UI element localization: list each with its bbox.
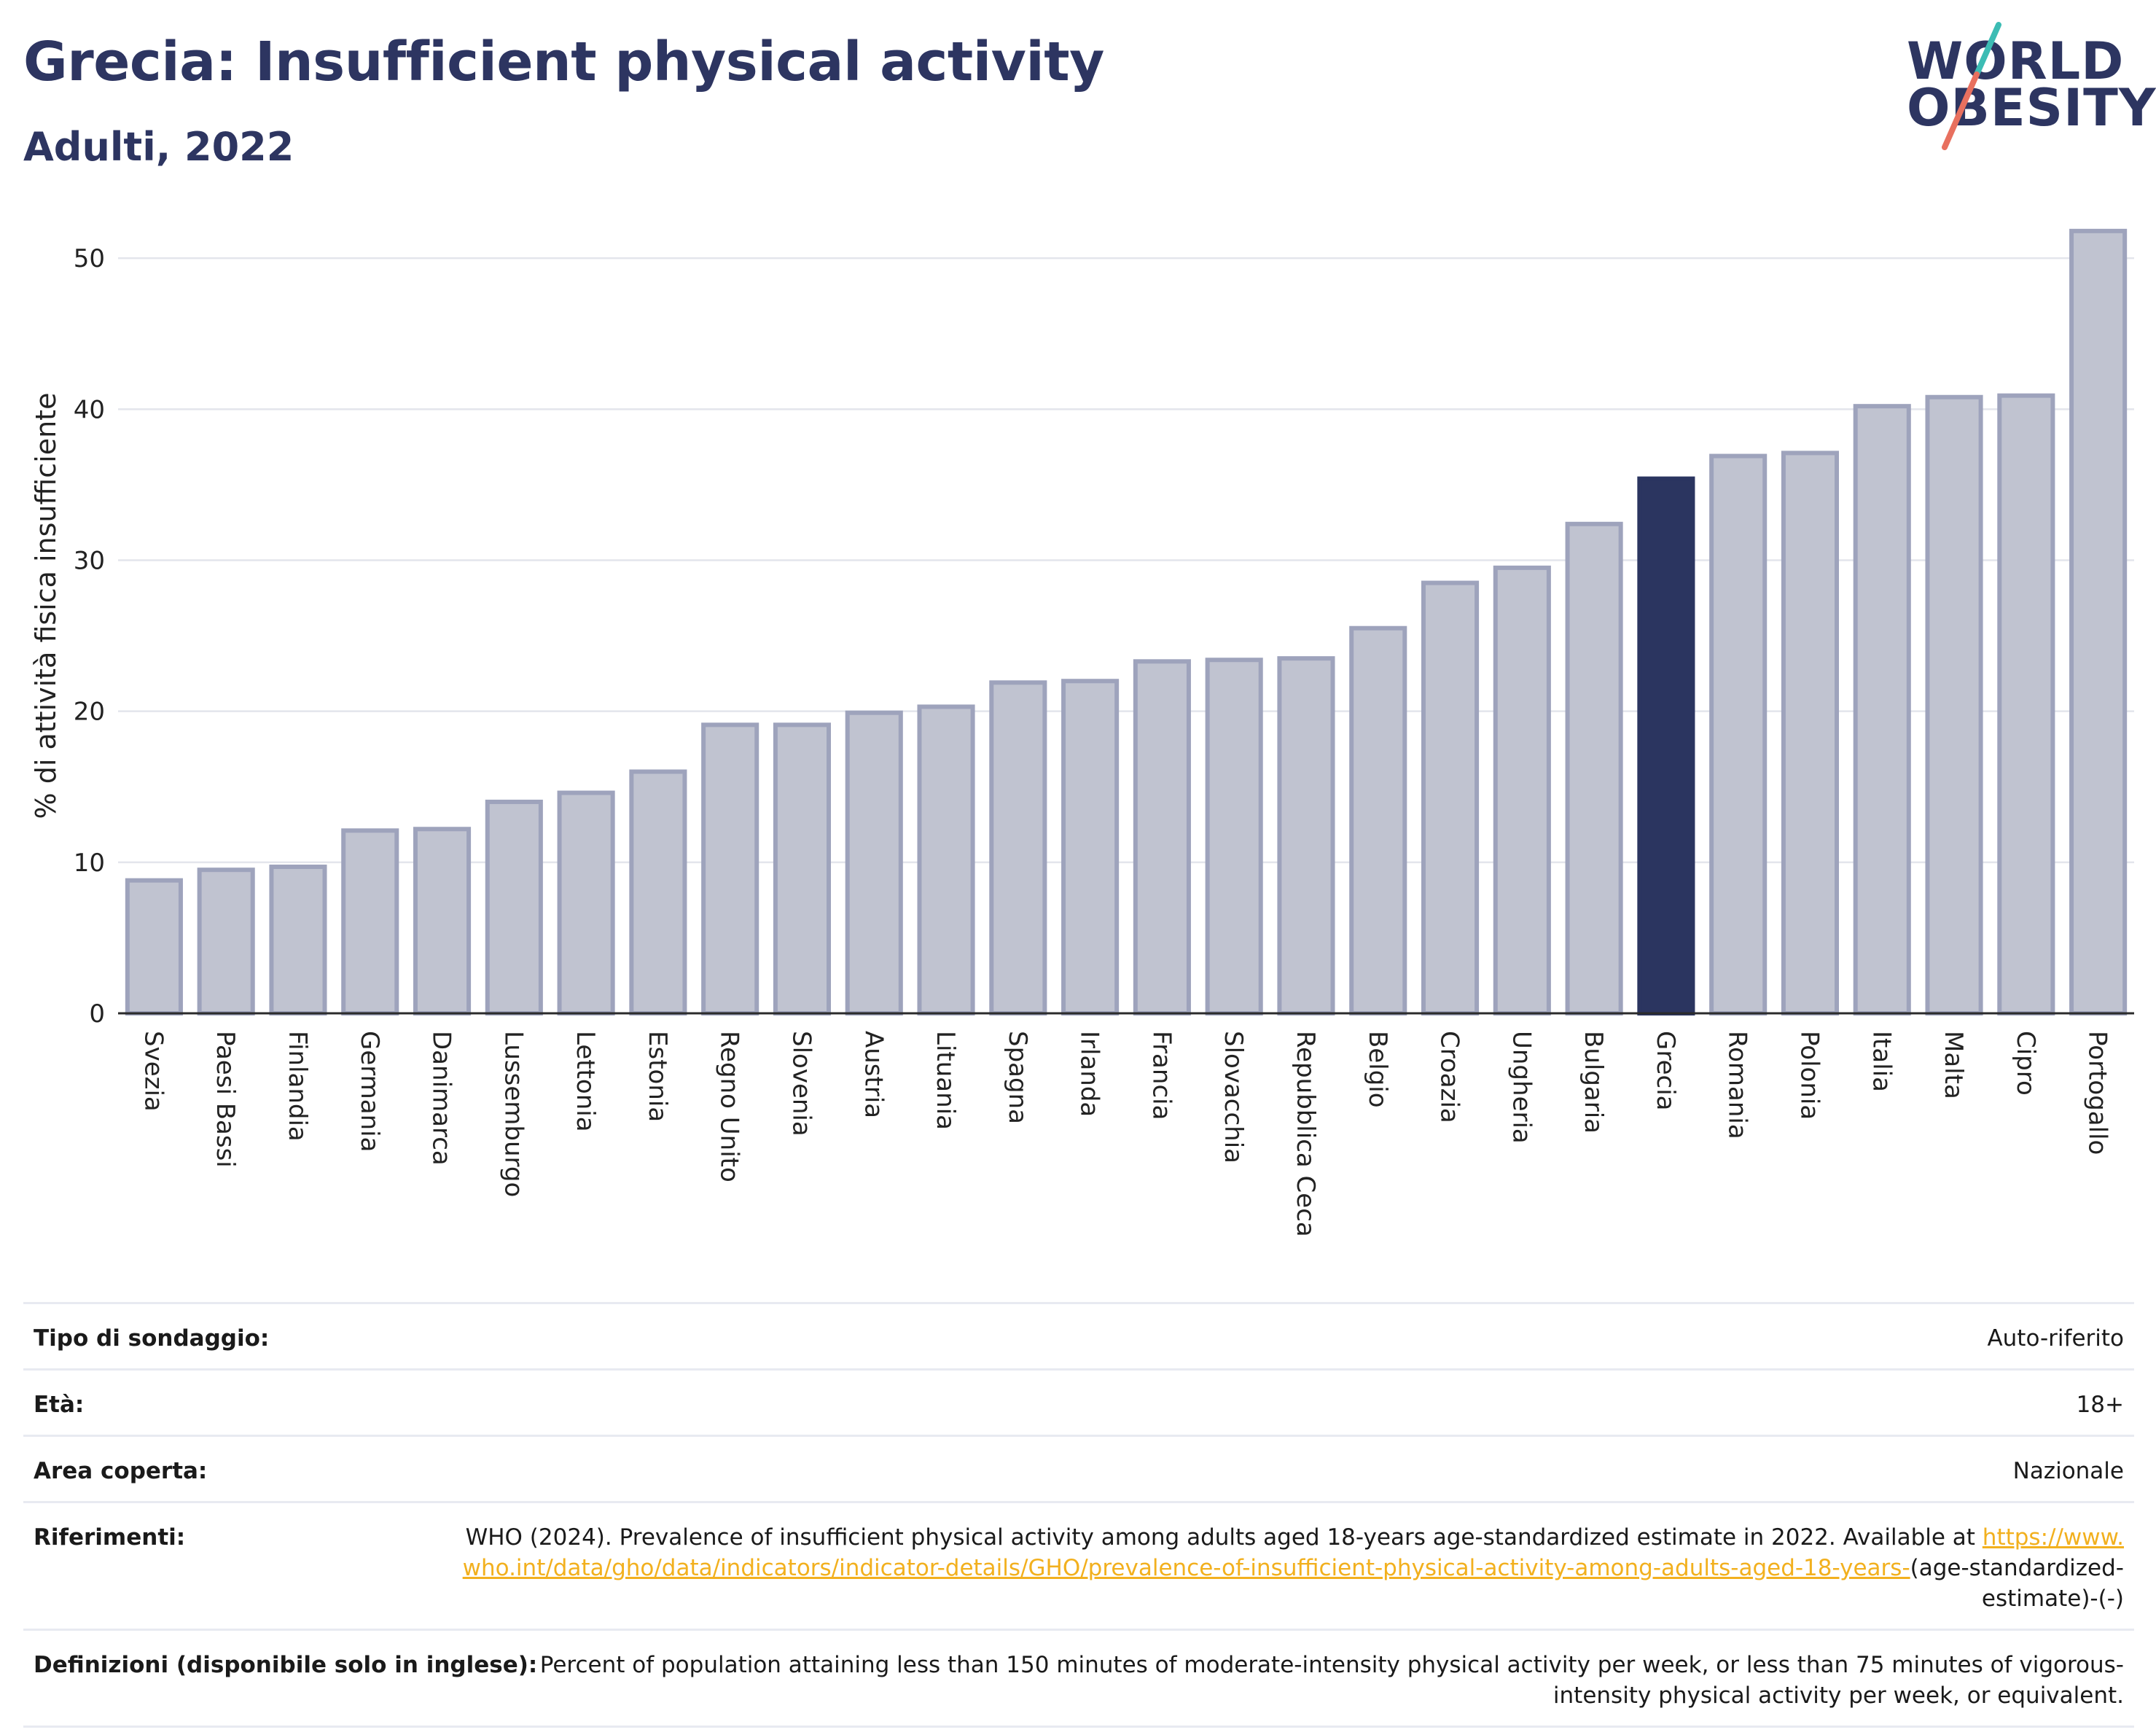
x-tick-label: Cipro bbox=[2011, 1031, 2040, 1096]
bar-croazia bbox=[1421, 580, 1480, 1015]
bar-finlandia bbox=[269, 865, 327, 1015]
survey-type-value: Auto-riferito bbox=[1987, 1325, 2124, 1352]
x-tick-label: Francia bbox=[1147, 1031, 1176, 1120]
y-axis-title: % di attività fisica insufficiente bbox=[30, 393, 62, 819]
x-tick-label: Slovenia bbox=[786, 1031, 816, 1136]
survey-type-label: Tipo di sondaggio: bbox=[34, 1325, 270, 1352]
x-tick-label: Belgio bbox=[1363, 1031, 1392, 1108]
references-value: WHO (2024). Prevalence of insufficient p… bbox=[448, 1522, 2124, 1614]
x-tick-label: Spagna bbox=[1003, 1031, 1032, 1124]
logo-line-world: WORLD bbox=[1907, 31, 2125, 91]
bar-repubblica-ceca bbox=[1277, 656, 1335, 1015]
references-label: Riferimenti: bbox=[34, 1524, 186, 1551]
world-obesity-logo: WORLD OBESITY bbox=[1895, 22, 2156, 153]
x-tick-label: Repubblica Ceca bbox=[1291, 1031, 1320, 1237]
x-tick-label: Lituania bbox=[931, 1031, 960, 1130]
logo-line-obesity: OBESITY bbox=[1907, 78, 2156, 138]
bar-lussemburgo bbox=[485, 799, 543, 1016]
references-text: WHO (2024). Prevalence of insufficient p… bbox=[465, 1524, 1975, 1551]
definitions-value: Percent of population attaining less tha… bbox=[539, 1652, 2124, 1709]
bar-estonia bbox=[629, 769, 687, 1016]
bar-spagna bbox=[989, 680, 1047, 1015]
y-tick-label: 30 bbox=[74, 546, 105, 575]
x-tick-label: Irlanda bbox=[1075, 1031, 1104, 1117]
x-tick-label: Grecia bbox=[1651, 1031, 1680, 1110]
bars bbox=[125, 228, 2128, 1016]
chart-title: Grecia: Insufficient physical activity bbox=[23, 31, 1104, 93]
area-row: Area coperta: Nazionale bbox=[23, 1435, 2134, 1501]
definitions-label: Definizioni (disponibile solo in inglese… bbox=[34, 1652, 538, 1678]
y-tick-label: 40 bbox=[74, 395, 105, 424]
bar-paesi-bassi bbox=[197, 868, 255, 1016]
chart-subtitle: Adulti, 2022 bbox=[23, 124, 294, 170]
bar-polonia bbox=[1781, 451, 1840, 1015]
bar-ungheria bbox=[1493, 565, 1551, 1015]
x-tick-label: Slovacchia bbox=[1219, 1031, 1248, 1163]
bar-slovacchia bbox=[1205, 658, 1263, 1015]
x-tick-label: Austria bbox=[859, 1031, 888, 1118]
x-tick-label: Italia bbox=[1867, 1031, 1896, 1092]
y-tick-label: 50 bbox=[74, 244, 105, 273]
logo-slash-icon bbox=[1942, 22, 2001, 150]
bar-romania bbox=[1709, 453, 1768, 1015]
x-tick-label: Croazia bbox=[1435, 1031, 1464, 1123]
references-link[interactable]: https://www.who.int/data/gho/data/indica… bbox=[462, 1524, 2124, 1581]
y-tick-label: 10 bbox=[74, 849, 105, 878]
x-tick-label: Paesi Bassi bbox=[211, 1031, 240, 1168]
y-tick-label: 0 bbox=[89, 999, 105, 1029]
x-tick-label: Bulgaria bbox=[1579, 1031, 1608, 1134]
bar-cipro bbox=[1997, 393, 2055, 1015]
x-tick-label: Danimarca bbox=[427, 1031, 456, 1166]
area-value: Nazionale bbox=[2012, 1458, 2124, 1484]
metadata-table: Tipo di sondaggio: Auto-riferito Età: 18… bbox=[23, 1302, 2134, 1728]
x-tick-label: Lussemburgo bbox=[499, 1031, 528, 1197]
bar-irlanda bbox=[1061, 679, 1120, 1016]
area-label: Area coperta: bbox=[34, 1458, 208, 1484]
x-tick-label: Malta bbox=[1939, 1031, 1968, 1099]
bar-regno-unito bbox=[701, 722, 759, 1015]
survey-type-row: Tipo di sondaggio: Auto-riferito bbox=[23, 1302, 2134, 1368]
bar-malta bbox=[1925, 394, 1983, 1015]
x-tick-label: Polonia bbox=[1794, 1031, 1824, 1120]
logo-wordmark: WORLD OBESITY bbox=[1907, 31, 2156, 138]
x-tick-label: Germania bbox=[355, 1031, 384, 1152]
x-tick-label: Lettonia bbox=[571, 1031, 600, 1132]
references-row: Riferimenti: WHO (2024). Prevalence of i… bbox=[23, 1501, 2134, 1629]
bar-austria bbox=[845, 710, 903, 1015]
age-value: 18+ bbox=[2076, 1392, 2124, 1418]
axes: 0 10 20 30 40 50 Svezia Paesi Bassi Finlandia Ger… bbox=[74, 244, 2134, 1237]
age-row: Età: 18+ bbox=[23, 1368, 2134, 1435]
definitions-row: Definizioni (disponibile solo in inglese… bbox=[23, 1629, 2134, 1728]
x-tick-label: Estonia bbox=[643, 1031, 672, 1122]
bar-francia bbox=[1133, 659, 1191, 1015]
bar-slovenia bbox=[773, 722, 832, 1015]
x-tick-label: Portogallo bbox=[2083, 1031, 2112, 1155]
bar-italia bbox=[1853, 404, 1911, 1015]
x-tick-label: Regno Unito bbox=[715, 1031, 744, 1182]
bar-portogallo bbox=[2069, 228, 2128, 1016]
bar-bulgaria bbox=[1565, 521, 1623, 1015]
bar-svezia bbox=[125, 878, 183, 1015]
age-label: Età: bbox=[34, 1392, 85, 1418]
y-tick-label: 20 bbox=[74, 698, 105, 727]
bar-germania bbox=[341, 828, 399, 1016]
bar-grecia bbox=[1637, 476, 1695, 1015]
x-tick-label: Romania bbox=[1723, 1031, 1752, 1139]
bar-chart: 0 10 20 30 40 50 Svezia Paesi Bassi Finlandia Ger… bbox=[30, 228, 2134, 1237]
references-suffix: (age-standardized-estimate)-(-) bbox=[1910, 1555, 2124, 1612]
bar-lituania bbox=[917, 704, 975, 1016]
bar-danimarca bbox=[413, 827, 472, 1015]
x-tick-label: Svezia bbox=[138, 1031, 168, 1112]
bar-belgio bbox=[1349, 625, 1407, 1015]
x-tick-label: Ungheria bbox=[1507, 1031, 1536, 1144]
x-tick-label: Finlandia bbox=[283, 1031, 312, 1142]
bar-lettonia bbox=[557, 790, 615, 1016]
